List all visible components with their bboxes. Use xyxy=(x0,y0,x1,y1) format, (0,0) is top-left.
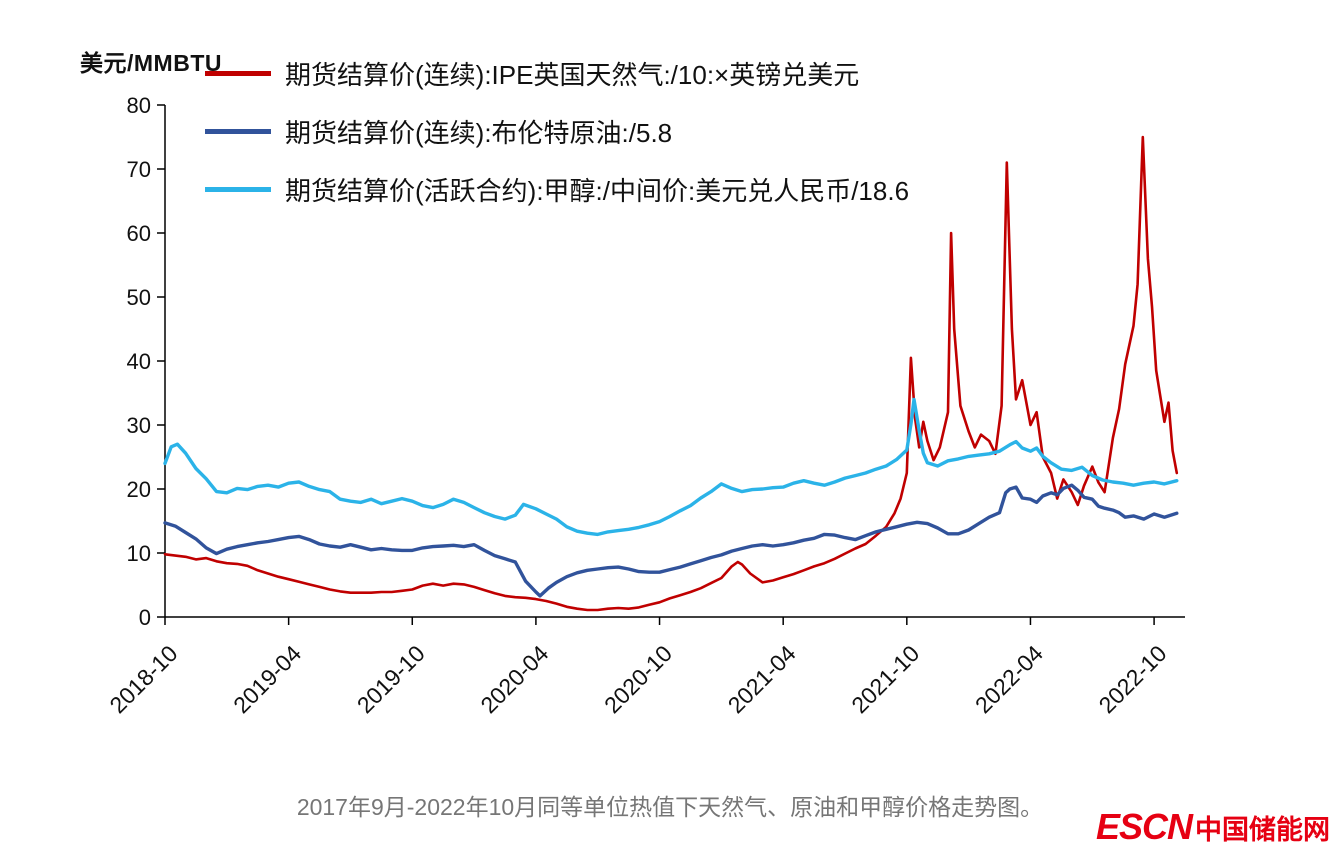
y-tick-label: 0 xyxy=(139,605,151,630)
escn-logo-text-zh: 中国储能网 xyxy=(1195,815,1330,845)
legend-label-methanol: 期货结算价(活跃合约):甲醇:/中间价:美元兑人民币/18.6 xyxy=(285,175,910,206)
x-tick-label: 2022-04 xyxy=(970,640,1048,718)
x-tick-label: 2019-04 xyxy=(228,640,306,718)
legend-swatch-methanol xyxy=(205,186,271,192)
escn-logo-text-en: ESCN xyxy=(1095,806,1193,847)
y-tick-label: 40 xyxy=(127,349,151,374)
y-tick-label: 20 xyxy=(127,477,151,502)
y-tick-label: 60 xyxy=(127,221,151,246)
x-tick-label: 2019-10 xyxy=(352,640,430,718)
x-tick-label: 2018-10 xyxy=(104,640,182,718)
escn-logo: ESCN 中国储能网 xyxy=(1096,806,1330,848)
legend-item-uk-gas: 期货结算价(连续):IPE英国天然气:/10:×英镑兑美元 xyxy=(205,44,909,102)
legend-swatch-brent xyxy=(205,128,271,134)
chart-caption: 2017年9月-2022年10月同等单位热值下天然气、原油和甲醇价格走势图。 xyxy=(296,794,1044,820)
y-axis-title: 美元/MMBTU xyxy=(80,50,222,76)
legend-label-uk-gas: 期货结算价(连续):IPE英国天然气:/10:×英镑兑美元 xyxy=(285,59,860,90)
chart-legend: 期货结算价(连续):IPE英国天然气:/10:×英镑兑美元 期货结算价(连续):… xyxy=(205,44,909,218)
legend-item-methanol: 期货结算价(活跃合约):甲醇:/中间价:美元兑人民币/18.6 xyxy=(205,160,909,218)
legend-swatch-uk-gas xyxy=(205,70,271,76)
series-line-3 xyxy=(163,397,1179,537)
x-tick-label: 2020-10 xyxy=(599,640,677,718)
y-tick-label: 30 xyxy=(127,413,151,438)
y-tick-label: 10 xyxy=(127,541,151,566)
x-tick-label: 2021-04 xyxy=(723,640,801,718)
y-tick-label: 70 xyxy=(127,157,151,182)
series-line-1 xyxy=(163,135,1179,612)
series-line-2 xyxy=(163,483,1179,598)
y-tick-label: 50 xyxy=(127,285,151,310)
legend-label-brent: 期货结算价(连续):布伦特原油:/5.8 xyxy=(285,117,673,148)
legend-item-brent: 期货结算价(连续):布伦特原油:/5.8 xyxy=(205,102,909,160)
x-tick-label: 2022-10 xyxy=(1094,640,1172,718)
x-tick-label: 2021-10 xyxy=(846,640,924,718)
price-trend-chart: 0 10 20 30 40 50 60 70 80 2018-10 2019-04 2019-10 20… xyxy=(104,93,1185,718)
y-tick-label: 80 xyxy=(127,93,151,118)
x-tick-label: 2020-04 xyxy=(475,640,553,718)
